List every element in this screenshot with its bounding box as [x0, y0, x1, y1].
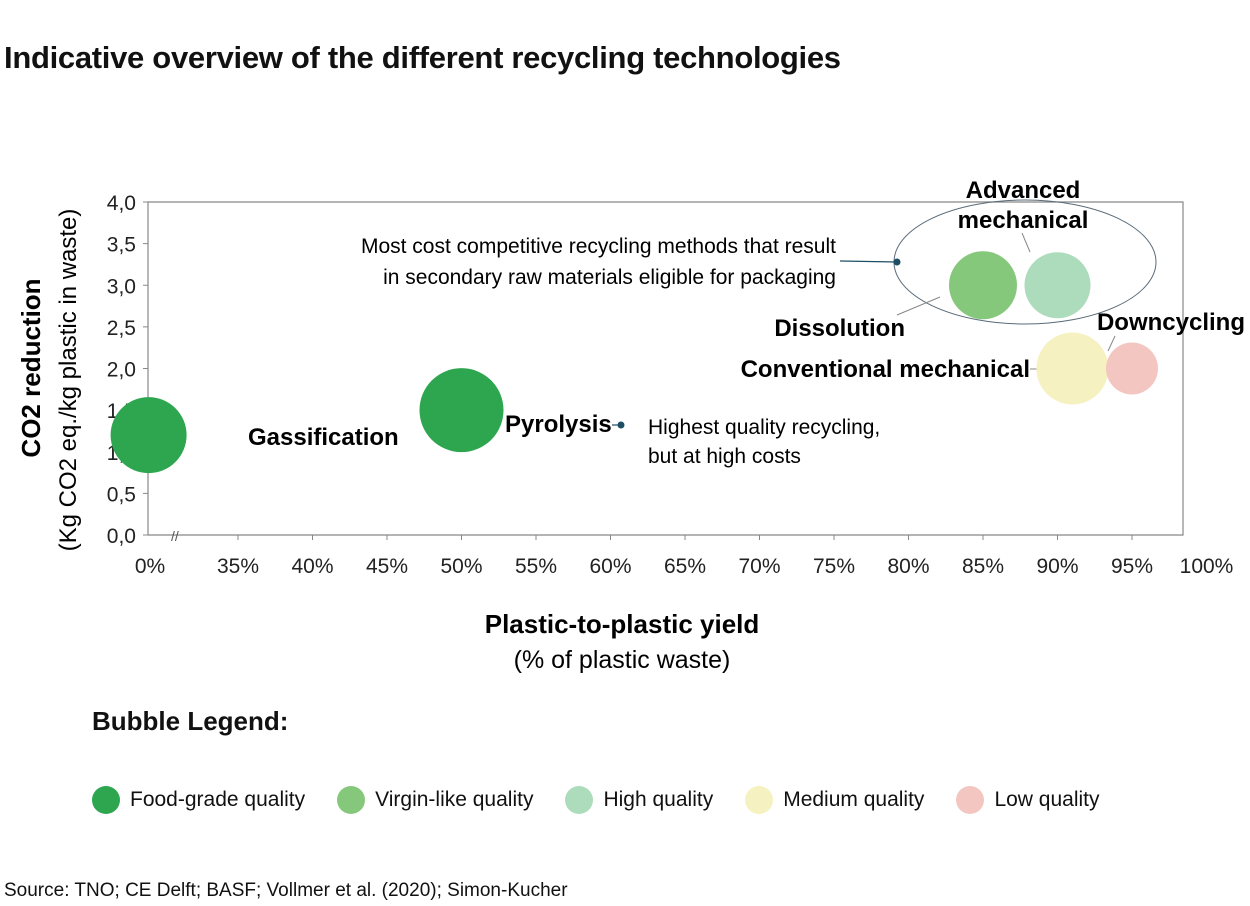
y-axis-subtitle: (Kg CO2 eq./kg plastic in waste) — [55, 209, 82, 552]
point-label-line: Downcycling — [1097, 309, 1245, 336]
y-tick-label: 2,5 — [107, 317, 136, 340]
source-note: Source: TNO; CE Delft; BASF; Vollmer et … — [4, 880, 568, 901]
annotation-leader — [839, 260, 898, 263]
bubble-dissolution — [949, 251, 1017, 320]
point-label-line: Gassification — [248, 424, 399, 451]
bubble-gassification — [110, 397, 187, 474]
x-tick-label: 90% — [1036, 555, 1078, 578]
annotation-cost-competitive: Most cost competitive recycling methods … — [361, 235, 836, 258]
point-label: Advanced mechanical — [958, 177, 1089, 234]
legend-label: Virgin-like quality — [375, 788, 534, 811]
x-tick-label: 55% — [515, 555, 557, 578]
chart-title: Indicative overview of the different rec… — [4, 40, 841, 75]
x-tick-label: 75% — [813, 555, 855, 578]
legend-label: High quality — [603, 788, 714, 811]
legend-swatch — [337, 786, 366, 814]
legend-item: High quality — [565, 786, 713, 814]
legend-item: Food-grade quality — [92, 786, 305, 814]
legend-item: Virgin-like quality — [337, 786, 533, 814]
x-tick-label: 40% — [291, 555, 333, 578]
x-tick-label: 35% — [217, 555, 259, 578]
x-tick-label: 85% — [962, 555, 1004, 578]
label-leader — [1107, 335, 1116, 352]
point-label-line: Conventional mechanical — [741, 356, 1030, 383]
legend-label: Food-grade quality — [130, 788, 306, 811]
annotation-highest-quality: but at high costs — [648, 445, 801, 468]
x-tick-label: 60% — [589, 555, 631, 578]
legend-swatch — [745, 786, 774, 814]
y-tick-label: 4,0 — [107, 192, 136, 215]
plot-frame — [147, 201, 1184, 536]
x-tick-label: 45% — [366, 555, 408, 578]
x-axis-title: Plastic-to-plastic yield — [485, 609, 760, 639]
legend: Food-grade quality Virgin-like quality Hig… — [92, 786, 1132, 814]
legend-label: Low quality — [994, 788, 1100, 811]
x-axis-subtitle: (% of plastic waste) — [514, 646, 731, 674]
bubble-chart: //0,00,51,01,52,02,53,03,54,00%35%40%45%… — [16, 177, 1245, 674]
legend-swatch — [565, 786, 594, 814]
legend-title: Bubble Legend: — [92, 706, 289, 736]
point-label: Pyrolysis — [505, 411, 612, 438]
label-leader — [1021, 232, 1031, 253]
annotation-dot — [893, 258, 901, 266]
y-tick-label: 3,0 — [107, 275, 136, 298]
point-label: Gassification — [248, 424, 399, 451]
y-tick-label: 0,5 — [107, 483, 136, 506]
bubble-conventional-mechanical — [1036, 332, 1109, 405]
x-tick-label: 50% — [440, 555, 482, 578]
legend-swatch — [92, 786, 120, 814]
annotation-highest-quality: Highest quality recycling, — [648, 416, 880, 439]
bubble-advanced-mechanical — [1024, 252, 1091, 319]
point-label-line: Pyrolysis — [505, 411, 612, 438]
point-label: Downcycling — [1097, 309, 1245, 336]
annotation-dot — [617, 421, 625, 429]
axis-break-mark: // — [171, 528, 179, 544]
annotation-cost-competitive: in secondary raw materials eligible for … — [383, 266, 836, 289]
legend-swatch — [956, 786, 985, 814]
bubble-pyrolysis — [419, 368, 504, 453]
y-tick-label: 0,0 — [107, 525, 136, 548]
point-label: Conventional mechanical — [741, 356, 1030, 383]
bubble-downcycling — [1106, 342, 1158, 395]
point-label: Dissolution — [774, 315, 905, 342]
x-tick-label: 65% — [664, 555, 706, 578]
y-axis-title: CO2 reduction — [16, 278, 46, 457]
y-tick-label: 2,0 — [107, 359, 136, 382]
legend-label: Medium quality — [783, 788, 925, 811]
legend-item: Low quality — [956, 786, 1100, 814]
x-tick-label: 100% — [1180, 555, 1234, 578]
point-label-line: mechanical — [958, 207, 1089, 234]
point-label-line: Dissolution — [774, 315, 905, 342]
label-leader — [896, 296, 941, 316]
x-tick-label: 0% — [135, 555, 165, 578]
y-tick-label: 3,5 — [107, 234, 136, 257]
x-tick-label: 95% — [1111, 555, 1153, 578]
x-tick-label: 70% — [738, 555, 780, 578]
point-label-line: Advanced — [966, 177, 1081, 204]
x-tick-label: 80% — [887, 555, 929, 578]
legend-item: Medium quality — [745, 786, 924, 814]
